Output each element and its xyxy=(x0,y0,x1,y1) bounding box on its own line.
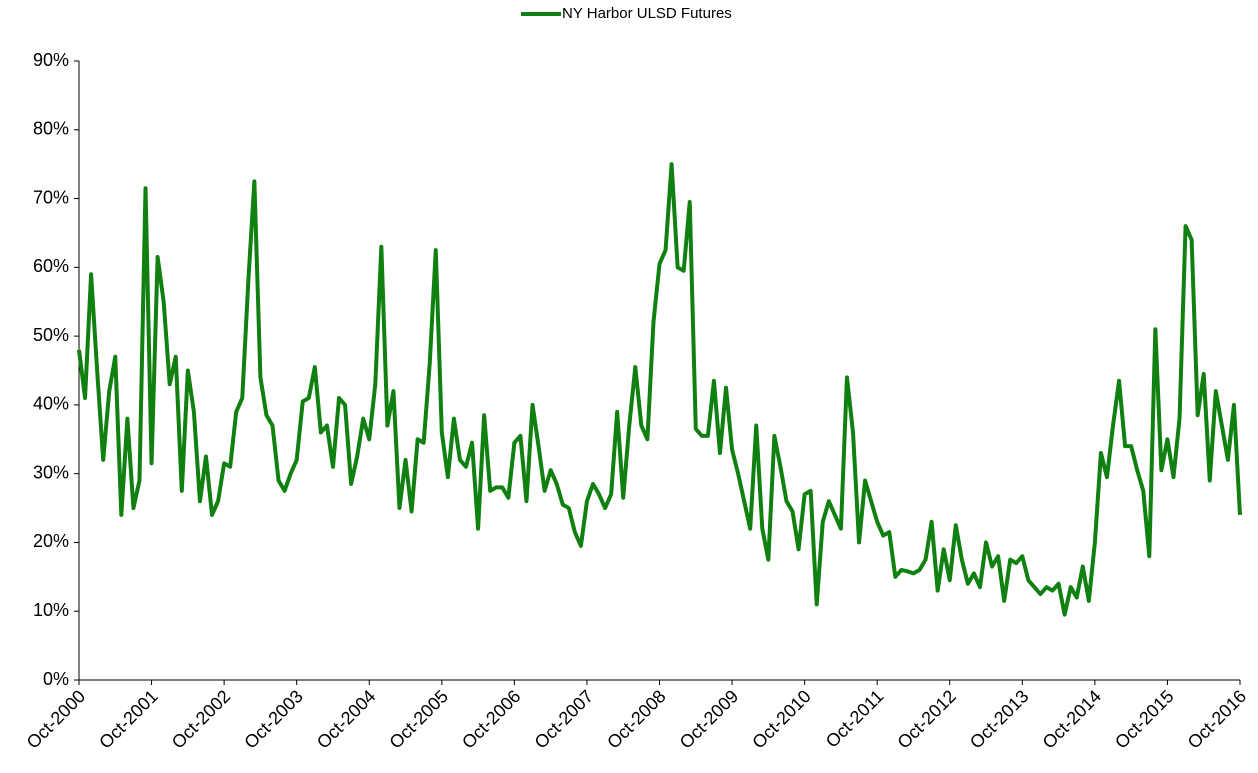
y-tick-label: 40% xyxy=(33,394,69,414)
series-line xyxy=(77,162,1242,617)
x-tick-label: Oct-2003 xyxy=(240,686,307,753)
y-tick-label: 70% xyxy=(33,187,69,207)
y-tick-label: 30% xyxy=(33,462,69,482)
x-tick-label: Oct-2009 xyxy=(676,686,743,753)
y-tick-label: 90% xyxy=(33,50,69,70)
y-tick-label: 0% xyxy=(43,669,69,689)
x-tick-label: Oct-2012 xyxy=(893,686,960,753)
x-tick-label: Oct-2004 xyxy=(313,686,380,753)
x-tick-label: Oct-2013 xyxy=(966,686,1033,753)
x-tick-label: Oct-2005 xyxy=(385,686,452,753)
x-tick-label: Oct-2010 xyxy=(748,686,815,753)
x-tick-label: Oct-2002 xyxy=(168,686,235,753)
x-tick-label: Oct-2011 xyxy=(822,686,888,752)
y-tick-label: 10% xyxy=(33,600,69,620)
x-tick-label: Oct-2001 xyxy=(95,686,162,753)
y-tick-label: 80% xyxy=(33,119,69,139)
x-tick-label: Oct-2000 xyxy=(23,686,90,753)
y-tick-label: 60% xyxy=(33,256,69,276)
x-tick-label: Oct-2008 xyxy=(603,686,670,753)
y-tick-label: 20% xyxy=(33,531,69,551)
legend-label: NY Harbor ULSD Futures xyxy=(562,5,732,22)
y-tick-label: 50% xyxy=(33,325,69,345)
x-tick-label: Oct-2007 xyxy=(531,686,598,753)
x-tick-label: Oct-2016 xyxy=(1184,686,1251,753)
x-tick-label: Oct-2014 xyxy=(1039,686,1106,753)
x-tick-label: Oct-2015 xyxy=(1111,686,1178,753)
x-tick-label: Oct-2006 xyxy=(458,686,525,753)
